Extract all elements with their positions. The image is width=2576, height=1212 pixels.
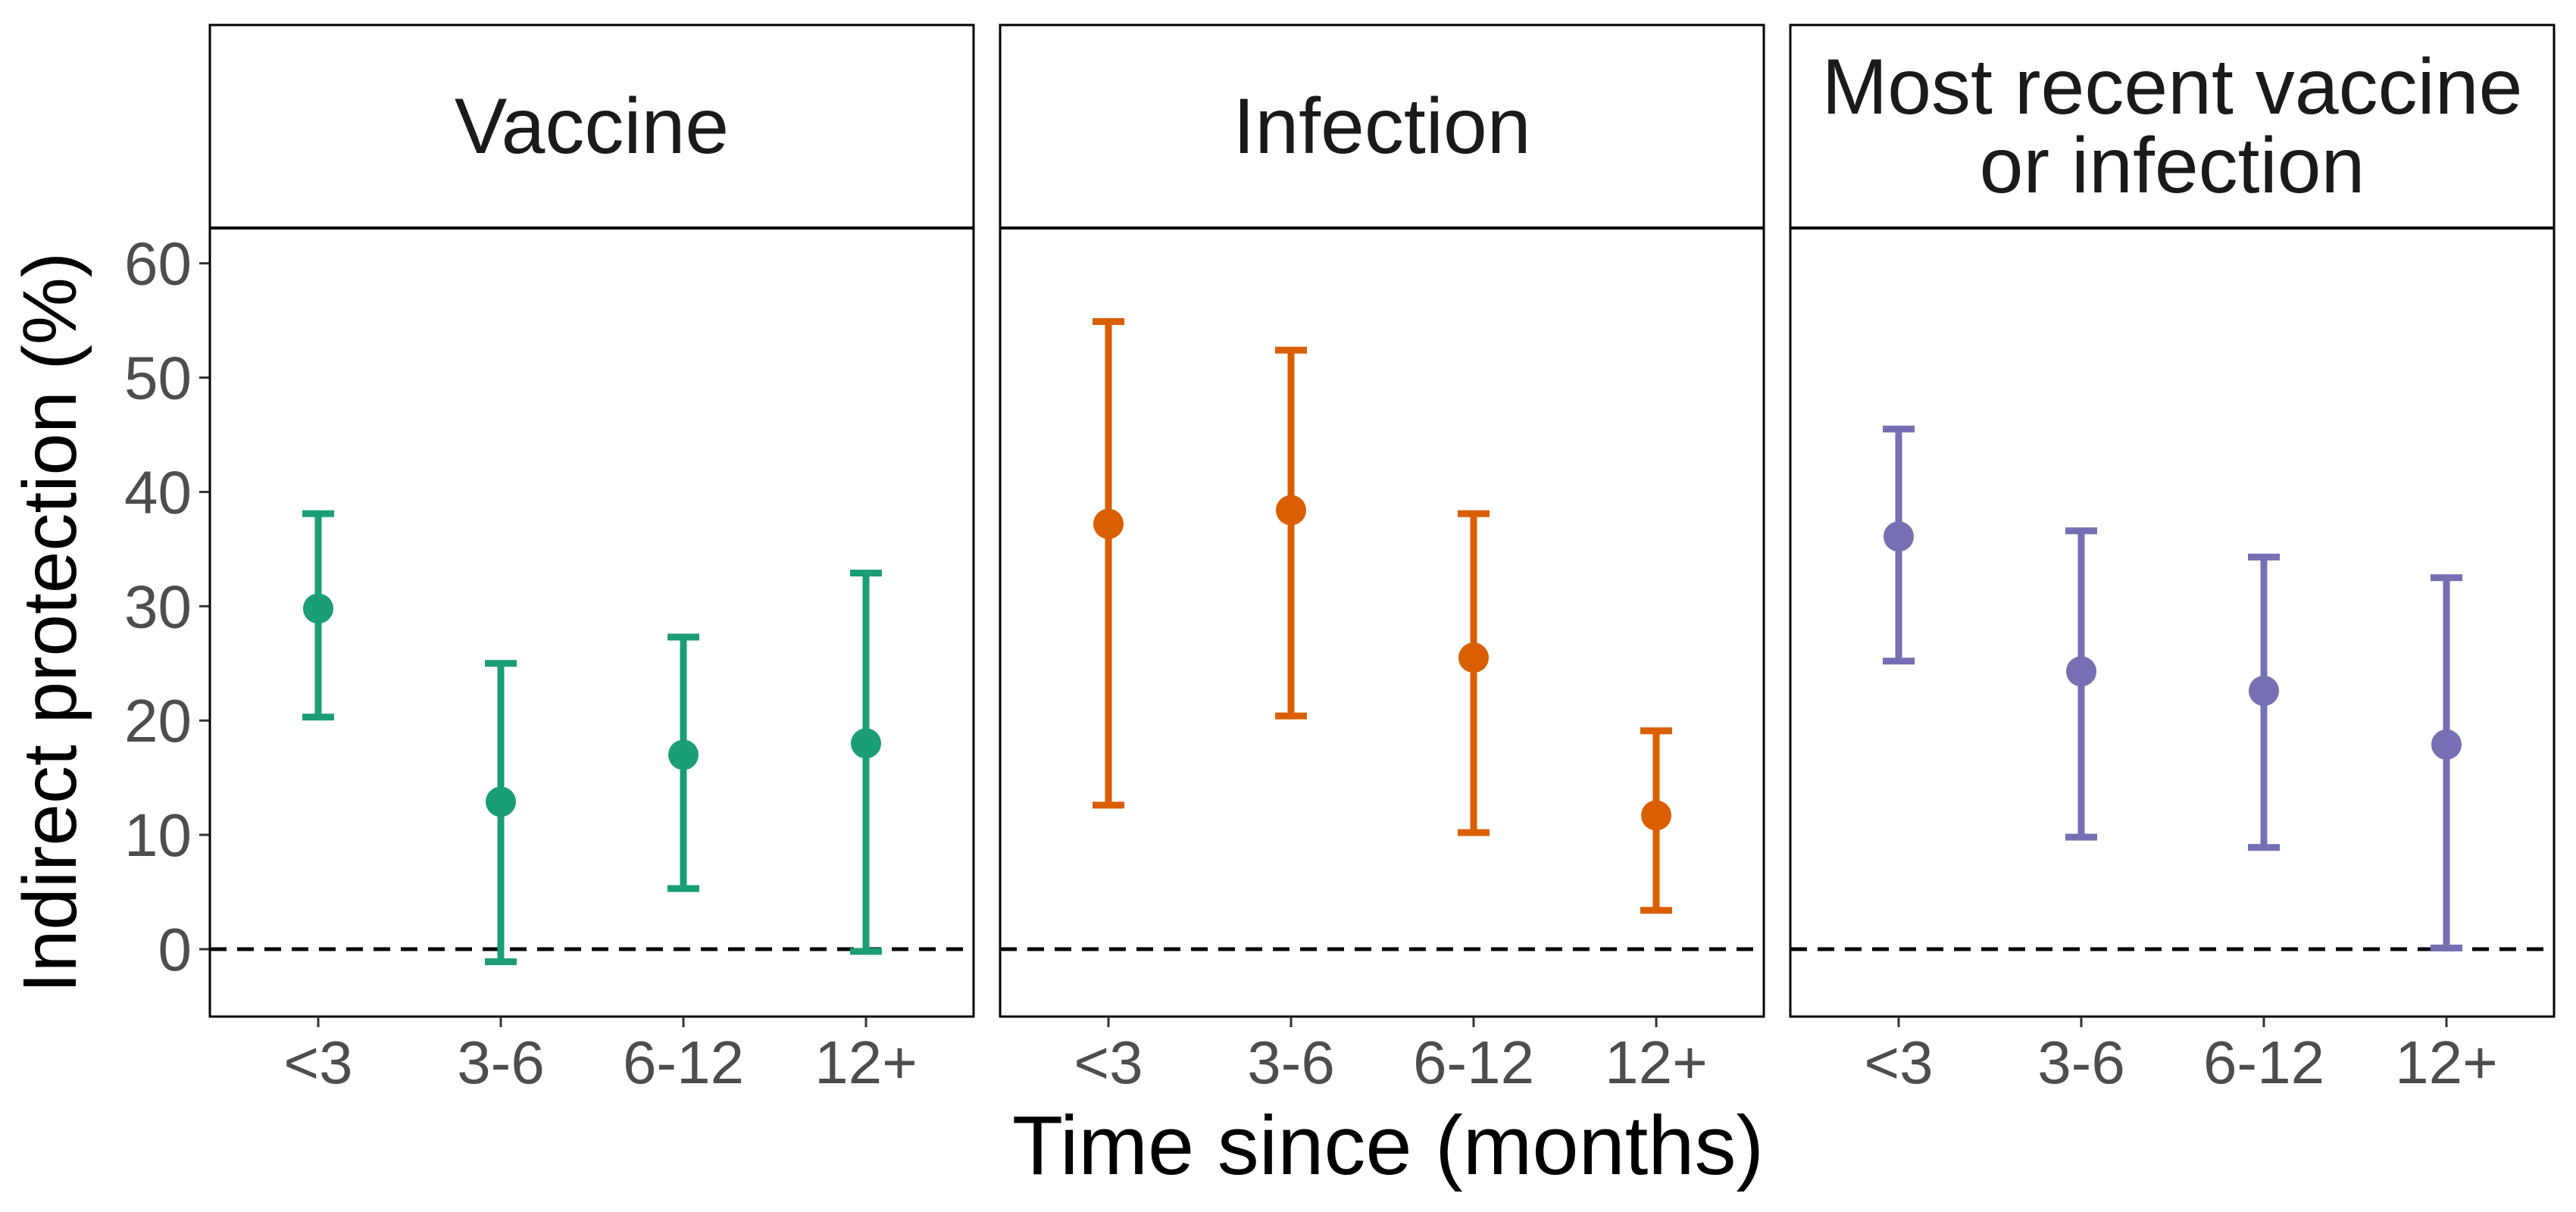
y-axis-title: Indirect protection (%) xyxy=(8,252,92,993)
y-tick-label: 0 xyxy=(158,916,192,983)
y-tick-label: 60 xyxy=(124,230,192,298)
x-tick-label: 12+ xyxy=(814,1029,918,1096)
panel-plot-area xyxy=(1789,226,2556,1018)
x-tick-label: <3 xyxy=(1864,1029,1933,1096)
point-estimate xyxy=(303,593,333,624)
x-tick-label: 12+ xyxy=(1605,1029,1708,1096)
point-estimate xyxy=(2066,656,2096,687)
panels: Vaccine <3 3-6 6-12 12+ Infection <3 3-6 6-12 12+… xyxy=(208,23,2556,1096)
panel-strip xyxy=(1789,23,2556,230)
point-estimate xyxy=(2249,675,2279,706)
error-bar xyxy=(1275,346,1307,720)
error-bar xyxy=(1093,318,1124,809)
panel-plot-area xyxy=(999,226,1765,1018)
point-estimate xyxy=(1641,800,1671,831)
x-tick-label: 6-12 xyxy=(623,1029,744,1096)
panel-title: Most recent vaccine xyxy=(1822,43,2523,131)
point-estimate xyxy=(1093,508,1124,539)
x-tick-label: 3-6 xyxy=(2037,1029,2125,1096)
y-tick-label: 30 xyxy=(124,573,192,640)
point-estimate xyxy=(1276,495,1306,526)
panel-2: Infection <3 3-6 6-12 12+ xyxy=(999,23,1765,1096)
panel-strip xyxy=(999,23,1765,230)
panel-title: Infection xyxy=(1233,83,1530,170)
x-tick-label: 3-6 xyxy=(1247,1029,1335,1096)
x-tick-label: <3 xyxy=(283,1029,352,1096)
panel-title: Vaccine xyxy=(455,83,729,170)
y-tick-label: 10 xyxy=(124,801,192,869)
error-bar xyxy=(850,570,882,955)
x-tick-label: <3 xyxy=(1074,1029,1143,1096)
panel-title: or infection xyxy=(1980,122,2365,210)
x-tick-label: 12+ xyxy=(2395,1029,2498,1096)
y-tick-label: 40 xyxy=(124,458,192,526)
x-tick-label: 6-12 xyxy=(2203,1029,2324,1096)
y-tick-label: 50 xyxy=(124,345,192,412)
panel-plot-area xyxy=(208,226,975,1018)
y-axis: 0 10 20 30 40 50 60 xyxy=(124,230,210,983)
point-estimate xyxy=(1884,521,1914,552)
x-axis-title: Time since (months) xyxy=(1012,1099,1764,1192)
error-bar xyxy=(1458,510,1490,836)
x-tick-label: 3-6 xyxy=(457,1029,545,1096)
panel-1: Vaccine <3 3-6 6-12 12+ xyxy=(208,23,975,1096)
point-estimate xyxy=(668,739,699,770)
point-estimate xyxy=(1458,642,1489,673)
point-estimate xyxy=(486,786,516,817)
point-estimate xyxy=(851,728,881,759)
x-tick-label: 6-12 xyxy=(1413,1029,1534,1096)
error-bar xyxy=(2431,574,2462,951)
y-tick-label: 20 xyxy=(124,687,192,754)
point-estimate xyxy=(2431,729,2462,760)
